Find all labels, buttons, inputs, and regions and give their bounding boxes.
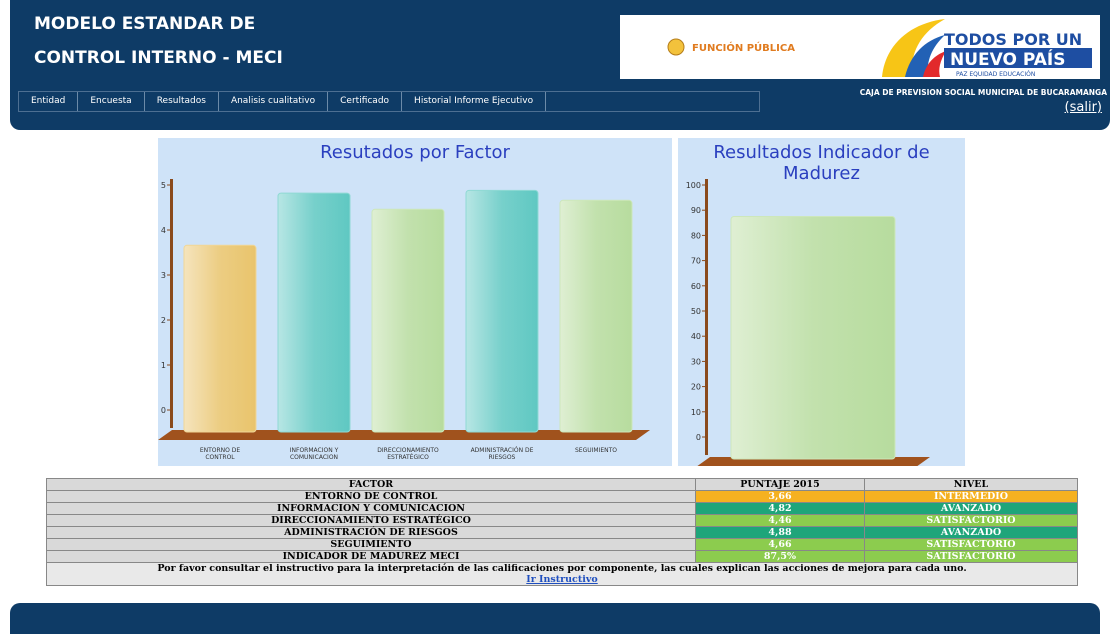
- y-tick-label: 80: [691, 231, 701, 240]
- logo-band: [944, 48, 1092, 68]
- y-tick-label: 4: [161, 226, 166, 235]
- nav-item[interactable]: Historial Informe Ejecutivo: [402, 92, 547, 111]
- factor-cell: SEGUIMIENTO: [46, 538, 696, 551]
- nav-item[interactable]: Certificado: [328, 92, 403, 111]
- note-text: Por favor consultar el instructivo para …: [157, 563, 967, 574]
- y-tick-label: 1: [161, 361, 166, 370]
- swoosh: [905, 35, 945, 77]
- entity-name: CAJA DE PREVISION SOCIAL MUNICIPAL DE BU…: [859, 88, 1107, 97]
- y-tick-label: 70: [691, 257, 701, 266]
- x-tick-label: ENTORNO DE CONTROL: [200, 447, 241, 461]
- level-cell: 4,66: [695, 538, 865, 551]
- app-title: MODELO ESTANDAR DE: [34, 14, 256, 34]
- y-tick-label: 20: [691, 383, 701, 392]
- level-cell: 4,46: [695, 514, 865, 527]
- factor-cell: INDICADOR DE MADUREZ MECI: [46, 550, 696, 563]
- y-tick-label: 0: [696, 433, 701, 442]
- y-tick-label: 50: [691, 307, 701, 316]
- level-cell: 4,82: [695, 502, 865, 515]
- table-row: SEGUIMIENTO 4,66 SATISFACTORIO: [46, 538, 1078, 551]
- x-tick-label: SEGUIMIENTO: [575, 447, 617, 454]
- logo-text: TODOS POR UN: [944, 30, 1082, 49]
- level-cell: 4,88: [695, 526, 865, 539]
- chart: 0 1 2 3 4 5 ENTORNO DE CONTROL INFORMACION Y COMU…: [158, 179, 650, 461]
- header-cell: FACTOR: [46, 478, 696, 491]
- table-row: ADMINISTRACIÓN DE RIESGOS 4,88 AVANZADO: [46, 526, 1078, 539]
- logo-text: NUEVO PAÍS: [950, 48, 1066, 70]
- level-cell: AVANZADO: [864, 502, 1078, 515]
- swoosh: [882, 19, 945, 77]
- bar: [559, 199, 633, 433]
- y-tick-label: 5: [161, 181, 166, 190]
- results-table: FACTOR PUNTAJE 2015 NIVEL ENTORNO DE CONTRO…: [46, 478, 1078, 586]
- factor-cell: DIRECCIONAMIENTO ESTRATÉGICO: [46, 514, 696, 527]
- y-tick-label: 90: [691, 206, 701, 215]
- logo-text: FUNCIÓN PÚBLICA: [692, 41, 795, 54]
- chart: 0102030405060708090100Indicador de Madur…: [686, 179, 930, 466]
- nav-item[interactable]: Analisis cualitativo: [219, 92, 329, 111]
- x-tick-label: ADMINISTRACIÓN DE RIESGOS: [471, 447, 534, 461]
- y-tick-label: 2: [161, 316, 166, 325]
- bar: [371, 208, 445, 433]
- logo-box: FUNCIÓN PÚBLICA TODOS POR UN NUEVO PAÍS …: [620, 15, 1100, 79]
- y-tick-label: 60: [691, 282, 701, 291]
- level-cell: INTERMEDIO: [864, 490, 1078, 503]
- chart-panel: 0102030405060708090100Indicador de Madur…: [678, 138, 965, 466]
- y-axis: [705, 179, 708, 455]
- table-row: DIRECCIONAMIENTO ESTRATÉGICO 4,46 SATISFAC…: [46, 514, 1078, 527]
- x-tick-label: DIRECCIONAMIENTO ESTRATÉGICO: [377, 447, 439, 461]
- level-cell: AVANZADO: [864, 526, 1078, 539]
- nav-item[interactable]: Entidad: [19, 92, 79, 111]
- level-cell: 87,5%: [695, 550, 865, 563]
- y-tick-label: 10: [691, 408, 701, 417]
- nav-bar: Entidad Encuesta Resultados Analisis cualit…: [18, 91, 760, 112]
- nav-item[interactable]: Resultados: [145, 92, 219, 111]
- swoosh: [923, 51, 946, 77]
- table-row: INDICADOR DE MADUREZ MECI 87,5% SATISFACTO…: [46, 550, 1078, 563]
- app-title: CONTROL INTERNO - MECI: [34, 48, 283, 68]
- table-row: INFORMACION Y COMUNICACION 4,82 AVANZADO: [46, 502, 1078, 515]
- instructivo-link[interactable]: Ir Instructivo: [526, 574, 598, 585]
- logo-slogan: PAZ EQUIDAD EDUCACIÓN: [956, 71, 1035, 78]
- y-tick-label: 30: [691, 357, 701, 366]
- bar: [183, 244, 257, 433]
- bar: [277, 192, 351, 433]
- level-cell: 3,66: [695, 490, 865, 503]
- y-tick-label: 3: [161, 271, 166, 280]
- bar: [465, 189, 539, 433]
- logout-link[interactable]: (salir): [1064, 100, 1102, 115]
- bar: [730, 216, 896, 460]
- footer: [10, 603, 1100, 634]
- nav-item[interactable]: Encuesta: [78, 92, 145, 111]
- table-row: ENTORNO DE CONTROL 3,66 INTERMEDIO: [46, 490, 1078, 503]
- emblem: [667, 38, 685, 56]
- header-cell: PUNTAJE 2015: [695, 478, 865, 491]
- level-cell: SATISFACTORIO: [864, 514, 1078, 527]
- chart-title: Resutados por Factor: [320, 142, 510, 163]
- x-tick-label: INFORMACION Y COMUNICACION: [290, 447, 339, 461]
- y-tick-label: 40: [691, 332, 701, 341]
- factor-cell: ENTORNO DE CONTROL: [46, 490, 696, 503]
- note-row: Por favor consultar el instructivo para …: [46, 562, 1078, 586]
- level-cell: SATISFACTORIO: [864, 538, 1078, 551]
- logo-art: FUNCIÓN PÚBLICA TODOS POR UN NUEVO PAÍS …: [667, 19, 1092, 78]
- level-cell: SATISFACTORIO: [864, 550, 1078, 563]
- y-tick-label: 100: [686, 181, 701, 190]
- chart-title: Resultados Indicador de Madurez: [713, 142, 930, 184]
- y-tick-label: 0: [161, 406, 166, 415]
- factor-cell: INFORMACION Y COMUNICACION: [46, 502, 696, 515]
- header-row: FACTOR PUNTAJE 2015 NIVEL: [46, 478, 1078, 491]
- y-axis: [170, 179, 173, 428]
- factor-cell: ADMINISTRACIÓN DE RIESGOS: [46, 526, 696, 539]
- header-cell: NIVEL: [864, 478, 1078, 491]
- note-cell: Por favor consultar el instructivo para …: [46, 562, 1078, 586]
- chart-panel: 0 1 2 3 4 5 ENTORNO DE CONTROL INFORMACION Y COMU…: [158, 138, 672, 466]
